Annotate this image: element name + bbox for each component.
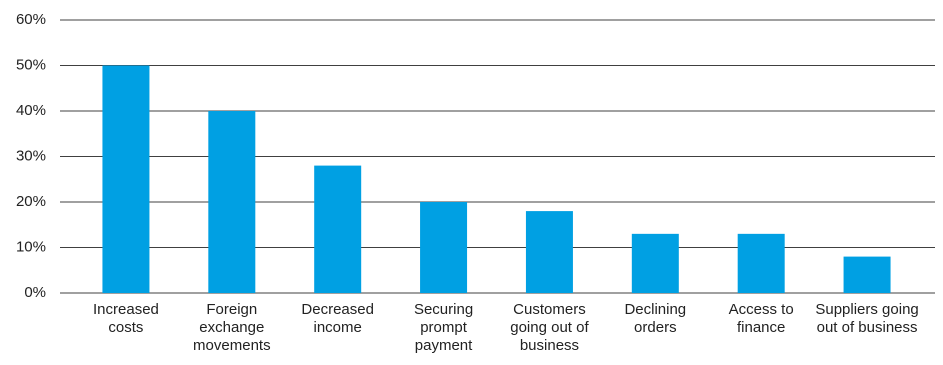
x-tick-label: Access to finance	[728, 301, 794, 336]
bar	[314, 165, 362, 293]
bar	[525, 211, 573, 293]
x-tick-label: Decreased income	[301, 301, 374, 336]
x-tick-label: Securing prompt payment	[413, 301, 474, 354]
y-tick-label: 40%	[16, 102, 46, 119]
bar	[208, 111, 256, 293]
y-tick-label: 50%	[16, 56, 46, 73]
bar	[102, 65, 150, 293]
y-tick-label: 10%	[16, 238, 46, 255]
y-tick-label: 20%	[16, 193, 46, 210]
bar	[420, 202, 468, 293]
x-tick-label: Suppliers going out of business	[815, 301, 919, 336]
bar	[737, 233, 785, 293]
x-tick-label: Customers going out of business	[510, 301, 589, 354]
x-tick-label: Foreign exchange movements	[193, 301, 271, 354]
y-tick-label: 60%	[16, 11, 46, 28]
bar	[843, 256, 891, 293]
y-tick-label: 30%	[16, 147, 46, 164]
y-tick-label: 0%	[24, 284, 46, 301]
x-tick-label: Increased costs	[93, 301, 159, 336]
x-tick-label: Declining orders	[624, 301, 687, 336]
bar	[631, 233, 679, 293]
